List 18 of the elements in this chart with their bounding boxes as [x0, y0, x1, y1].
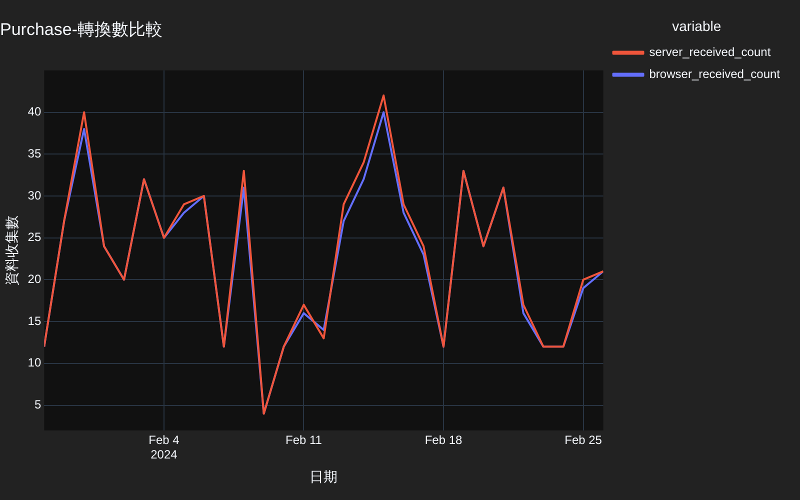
y-tick-label: 5: [34, 398, 42, 412]
y-tick-label: 25: [28, 230, 42, 244]
x-axis-title: 日期: [310, 468, 338, 484]
y-tick-label: 30: [28, 188, 42, 202]
y-tick-label: 15: [28, 314, 42, 328]
x-tick-label: Feb 25: [564, 432, 602, 447]
legend-label: server_received_count: [649, 45, 772, 60]
y-tick-label: 40: [28, 104, 42, 119]
y-axis-title: 資料收集數: [3, 215, 20, 286]
x-tick-label: Feb 18: [424, 432, 463, 447]
y-tick-label: 35: [28, 146, 42, 160]
y-tick-label: 20: [28, 272, 42, 286]
x-tick-label: Feb 11: [286, 432, 322, 447]
legend-label: browser_received_count: [649, 67, 781, 82]
legend-title: variable: [672, 18, 722, 34]
chart-title: Purchase-轉換數比較: [0, 20, 162, 39]
x-tick-label: Feb 4 2024: [148, 432, 180, 462]
y-tick-label: 10: [28, 356, 42, 370]
